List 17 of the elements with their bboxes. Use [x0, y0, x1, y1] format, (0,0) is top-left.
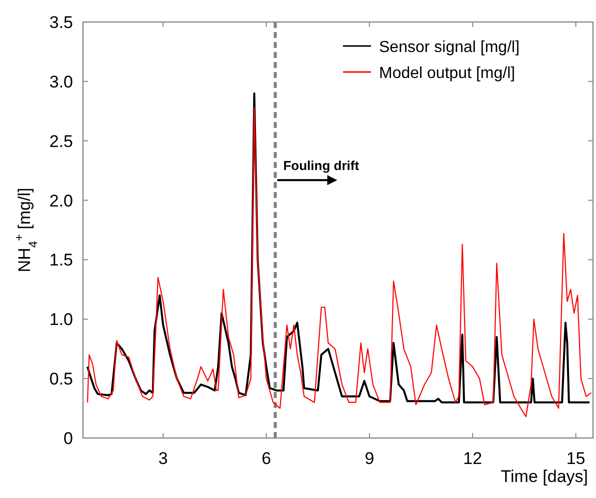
x-tick-label: 9: [364, 449, 374, 468]
y-tick-label: 1.5: [49, 250, 73, 270]
x-tick-label: 12: [463, 449, 482, 468]
x-tick-label: 15: [566, 449, 586, 468]
y-tick-label: 3.0: [49, 72, 73, 92]
legend-label: Model output [mg/l]: [379, 65, 516, 82]
x-tick-label: 3: [158, 449, 168, 468]
x-axis-title: Time [days]: [500, 467, 588, 486]
y-tick-label: 0.5: [49, 370, 73, 389]
y-tick-label: 1.0: [49, 310, 73, 330]
annotation: Fouling drift: [283, 158, 360, 174]
y-tick-label: 2.5: [49, 132, 73, 151]
legend-label: Sensor signal [mg/l]: [379, 39, 520, 56]
y-tick-label: 3.5: [49, 13, 73, 32]
x-tick-label: 6: [262, 449, 272, 468]
y-tick-label: 0: [64, 429, 73, 448]
y-tick-label: 2.0: [49, 191, 73, 210]
